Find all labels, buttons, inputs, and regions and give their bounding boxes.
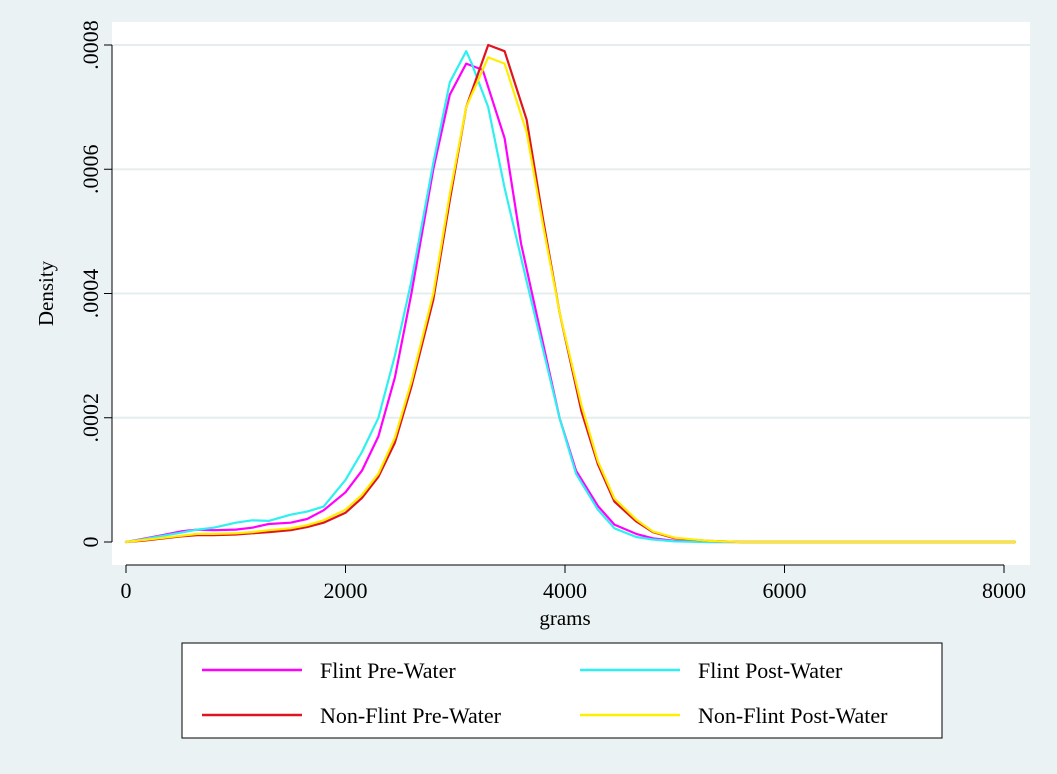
x-tick-label: 2000 <box>324 578 368 603</box>
x-tick-label: 6000 <box>763 578 807 603</box>
y-tick-label: 0 <box>78 537 103 548</box>
legend-label-non-flint-pre-water: Non-Flint Pre-Water <box>320 703 502 728</box>
x-tick-label: 8000 <box>982 578 1026 603</box>
legend: Flint Pre-Water Flint Post-Water Non-Flint… <box>181 642 943 739</box>
x-tick-label: 0 <box>121 578 132 603</box>
x-axis-title: grams <box>539 606 590 630</box>
y-tick-label: .0008 <box>78 20 103 70</box>
legend-label-non-flint-post-water: Non-Flint Post-Water <box>698 703 888 728</box>
y-axis-title: Density <box>34 260 58 326</box>
y-tick-label: .0002 <box>78 393 103 443</box>
legend-label-flint-pre-water: Flint Pre-Water <box>320 658 456 683</box>
x-tick-label: 4000 <box>543 578 587 603</box>
series-line-flint-post-water <box>124 50 1017 544</box>
legend-box <box>181 642 943 739</box>
axes: 0 .0002 .0004 .0006 .0008 0 2000 4000 6000 8000 <box>78 20 1026 603</box>
legend-label-flint-post-water: Flint Post-Water <box>698 658 843 683</box>
y-tick-label: .0006 <box>78 145 103 195</box>
y-tick-label: .0004 <box>78 269 103 319</box>
series-lines <box>124 43 1017 544</box>
series-line-non-flint-post-water <box>124 56 1017 544</box>
grid-lines <box>112 44 1030 419</box>
